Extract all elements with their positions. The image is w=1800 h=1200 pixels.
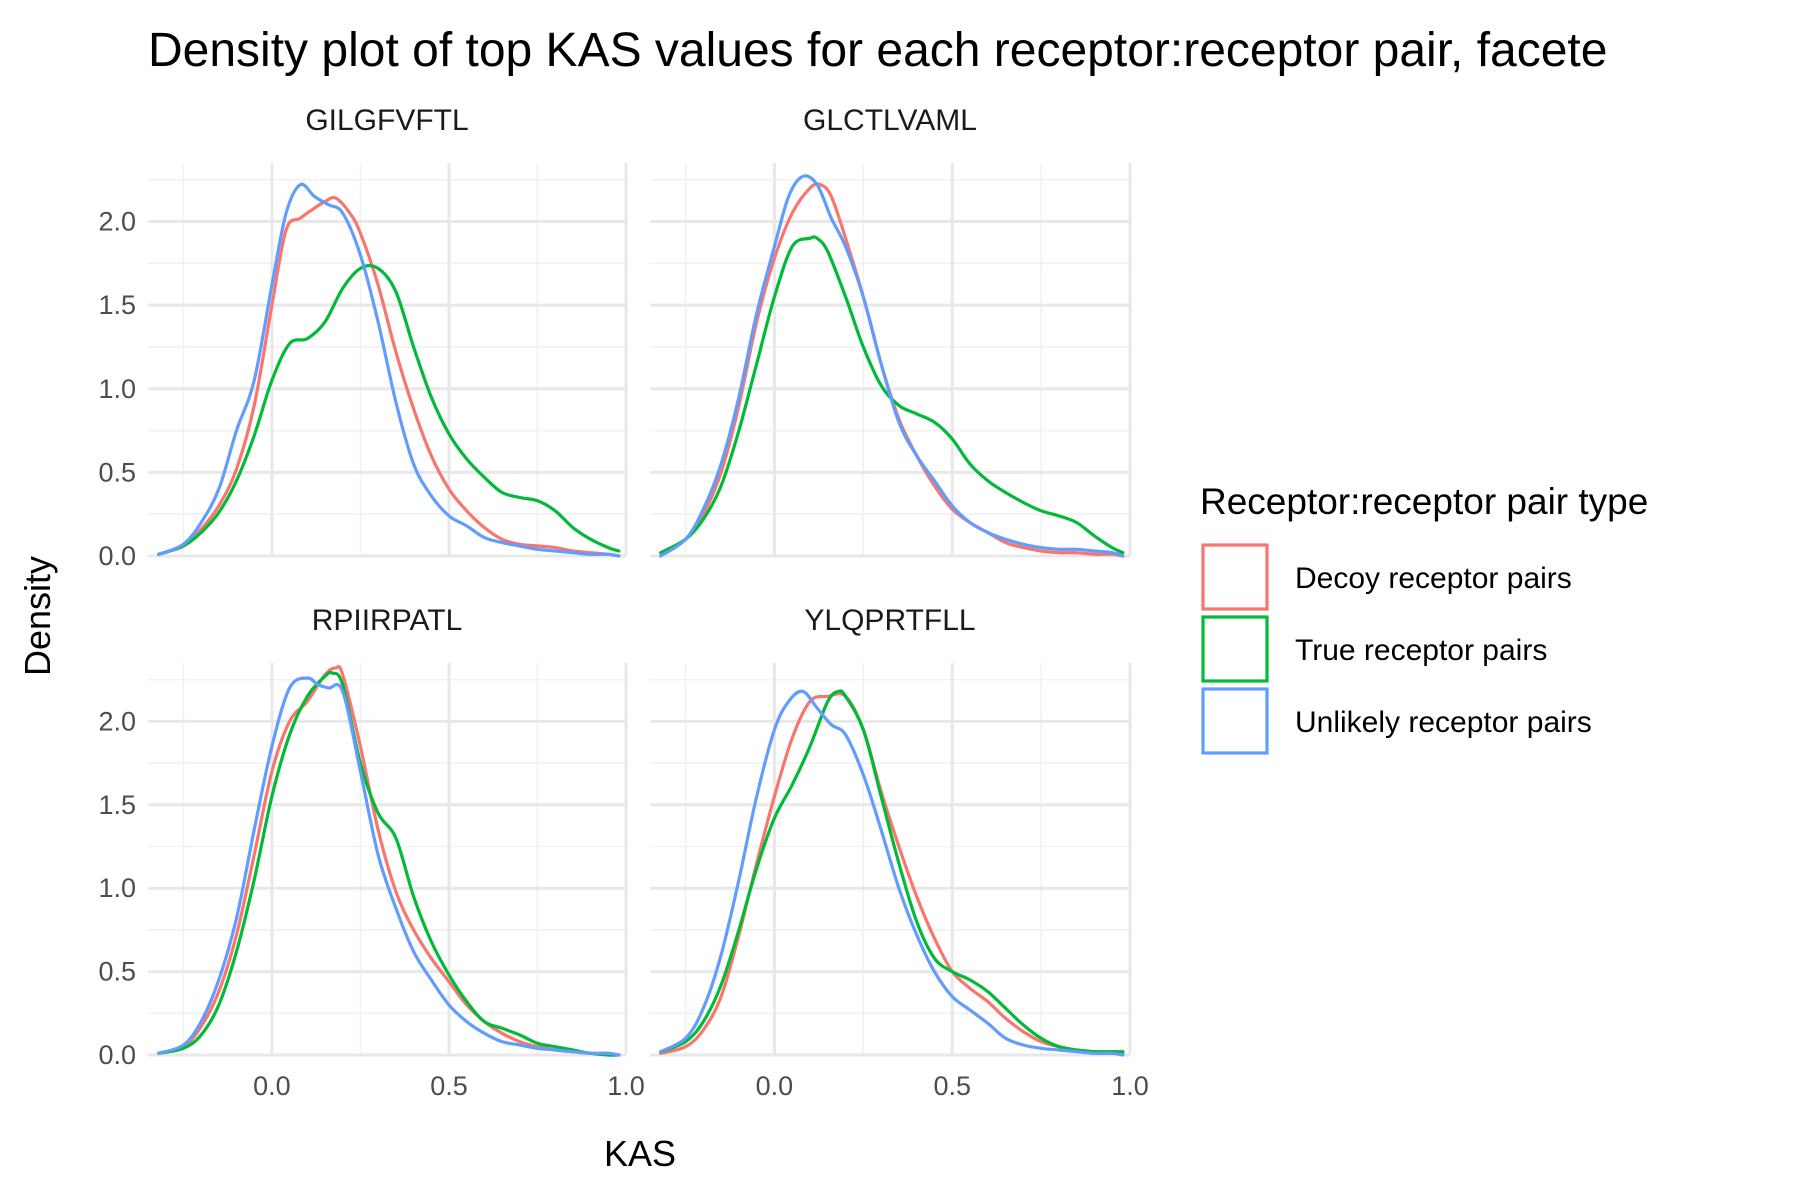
legend-key xyxy=(1201,687,1269,755)
facet-strip-label: YLQPRTFLL xyxy=(804,604,975,637)
legend-label: True receptor pairs xyxy=(1295,634,1547,667)
density-line xyxy=(157,195,621,558)
density-line xyxy=(157,664,621,1057)
y-tick-label: 0.5 xyxy=(98,457,136,487)
facet-panels: GILGFVFTL 0.0 0.5 1.0 1.5 2.0 GLCTLVAML RPIIRPA… xyxy=(98,104,1148,1101)
density-line xyxy=(659,692,1125,1056)
x-axis-title: KAS xyxy=(604,1133,676,1174)
legend-entries: Decoy receptor pairs True receptor pairs U… xyxy=(1201,543,1592,755)
y-tick-label: 1.5 xyxy=(98,790,136,820)
facet-strip-label: RPIIRPATL xyxy=(312,604,463,637)
y-tick-label: 1.0 xyxy=(98,873,136,903)
y-tick-label: 0.0 xyxy=(98,541,136,571)
legend-label: Unlikely receptor pairs xyxy=(1295,706,1592,739)
y-tick-label: 1.5 xyxy=(98,290,136,320)
legend-key xyxy=(1201,615,1269,683)
y-tick-label: 2.0 xyxy=(98,207,136,237)
facet-panel: RPIIRPATL 0.0 0.5 1.0 1.5 2.0 0.0 0.5 1.0 xyxy=(98,604,644,1101)
facet-strip-label: GILGFVFTL xyxy=(305,104,468,137)
x-tick-label: 1.0 xyxy=(1111,1071,1149,1101)
density-line xyxy=(659,689,1125,1057)
facet-panel: GLCTLVAML xyxy=(650,104,1132,558)
x-tick-label: 0.0 xyxy=(253,1071,291,1101)
x-tick-label: 0.5 xyxy=(933,1071,971,1101)
density-line xyxy=(659,174,1125,558)
density-line xyxy=(157,670,621,1057)
x-tick-label: 1.0 xyxy=(607,1071,645,1101)
legend-label: Decoy receptor pairs xyxy=(1295,562,1572,595)
y-tick-label: 0.0 xyxy=(98,1040,136,1070)
density-line xyxy=(659,182,1125,558)
density-line xyxy=(157,676,621,1057)
facet-strip-label: GLCTLVAML xyxy=(803,104,977,137)
legend-title: Receptor:receptor pair type xyxy=(1200,481,1648,522)
y-tick-label: 1.0 xyxy=(98,374,136,404)
y-axis-title: Density xyxy=(17,556,58,676)
legend-key xyxy=(1201,543,1269,611)
density-line xyxy=(659,689,1125,1054)
legend: Receptor:receptor pair type Decoy recept… xyxy=(1200,481,1648,755)
x-tick-label: 0.0 xyxy=(756,1071,794,1101)
chart-title: Density plot of top KAS values for each … xyxy=(148,24,1607,77)
density-line xyxy=(157,264,621,556)
density-line xyxy=(659,235,1125,555)
facet-panel: YLQPRTFLL 0.0 0.5 1.0 xyxy=(650,604,1149,1101)
facet-panel: GILGFVFTL 0.0 0.5 1.0 1.5 2.0 xyxy=(98,104,628,571)
x-tick-label: 0.5 xyxy=(430,1071,468,1101)
density-line xyxy=(157,182,621,558)
y-tick-label: 2.0 xyxy=(98,706,136,736)
y-tick-label: 0.5 xyxy=(98,957,136,987)
